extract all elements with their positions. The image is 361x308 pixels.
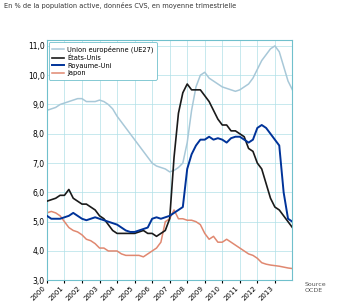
Royaume-Uni (110, 221, 115, 225)
Royaume-Uni (58, 217, 62, 221)
Royaume-Uni (45, 214, 49, 218)
États-Unis (225, 123, 229, 127)
Royaume-Uni (290, 220, 295, 224)
Royaume-Uni (155, 215, 159, 219)
Line: États-Unis: États-Unis (47, 84, 292, 236)
États-Unis (150, 232, 154, 235)
États-Unis (290, 226, 295, 229)
Text: En % de la population active, données CVS, en moyenne trimestrielle: En % de la population active, données CV… (4, 2, 236, 9)
États-Unis (58, 193, 62, 197)
États-Unis (220, 123, 225, 127)
Japon (58, 214, 62, 218)
Japon (45, 211, 49, 215)
Royaume-Uni (53, 217, 58, 221)
Union européenne (UE27) (290, 88, 295, 92)
Royaume-Uni (220, 138, 225, 141)
Japon (53, 211, 58, 215)
Japon (290, 267, 295, 270)
Union européenne (UE27) (110, 107, 115, 111)
Union européenne (UE27) (58, 103, 62, 106)
États-Unis (185, 82, 190, 86)
Line: Royaume-Uni: Royaume-Uni (47, 125, 292, 232)
Japon (150, 249, 154, 253)
États-Unis (110, 229, 115, 232)
Union européenne (UE27) (168, 170, 172, 174)
Union européenne (UE27) (216, 82, 220, 86)
Royaume-Uni (260, 123, 264, 127)
États-Unis (155, 234, 159, 238)
Japon (172, 208, 176, 212)
Japon (110, 249, 115, 253)
Union européenne (UE27) (273, 44, 277, 48)
Union européenne (UE27) (53, 106, 58, 109)
Union européenne (UE27) (45, 108, 49, 112)
Line: Union européenne (UE27): Union européenne (UE27) (47, 46, 292, 172)
Legend: Union européenne (UE27), États-Unis, Royaume-Uni, Japon: Union européenne (UE27), États-Unis, Roy… (49, 42, 157, 80)
Line: Japon: Japon (47, 210, 292, 269)
Japon (220, 240, 225, 244)
Royaume-Uni (128, 230, 132, 234)
Text: Source
OCDE: Source OCDE (305, 282, 327, 293)
Royaume-Uni (216, 136, 220, 140)
États-Unis (45, 199, 49, 203)
Japon (216, 240, 220, 244)
Union européenne (UE27) (220, 85, 225, 89)
États-Unis (53, 197, 58, 200)
Union européenne (UE27) (150, 161, 154, 165)
